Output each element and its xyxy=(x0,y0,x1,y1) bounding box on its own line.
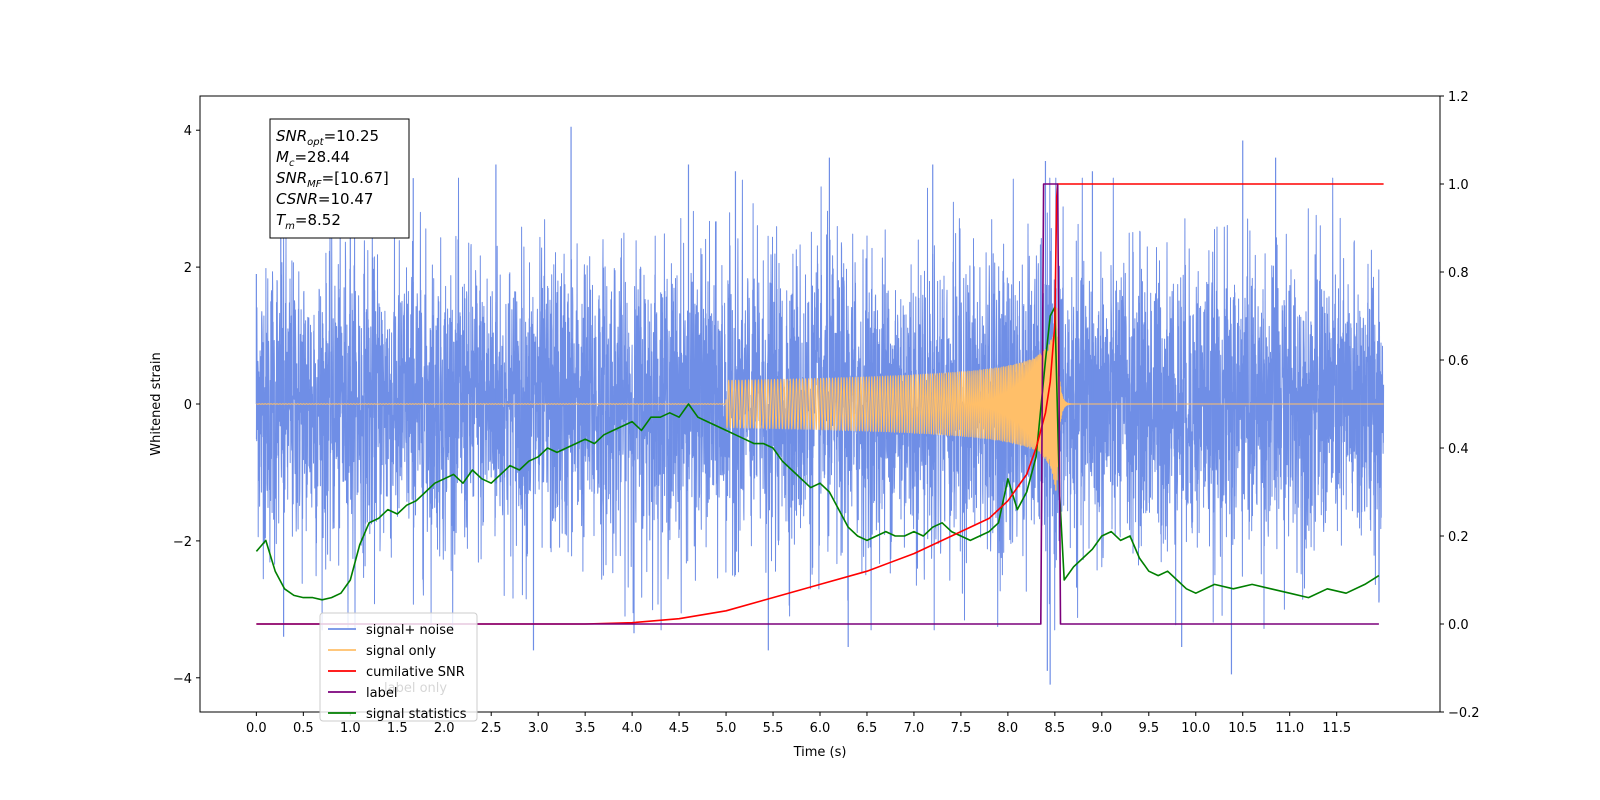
x-tick-label: 0.5 xyxy=(293,721,314,736)
y2-tick-label: 0.4 xyxy=(1448,442,1469,457)
line-signal-statistics xyxy=(255,306,1380,601)
series-signal-statistics xyxy=(255,306,1380,601)
x-tick-label: 1.0 xyxy=(340,721,361,736)
y-tick-label: 2 xyxy=(184,261,192,276)
x-tick-label: 7.5 xyxy=(951,721,972,736)
x-tick-label: 5.0 xyxy=(716,721,737,736)
x-axis-label: Time (s) xyxy=(793,745,847,760)
y-tick-label: −4 xyxy=(173,672,192,687)
y-tick-label: 4 xyxy=(184,124,192,139)
y-axis-label: Whitened strain xyxy=(149,352,164,455)
x-tick-label: 4.5 xyxy=(669,721,690,736)
line-label xyxy=(256,183,1379,625)
y-axis-left: 4 2 0 −2 −4 xyxy=(173,124,200,687)
x-tick-label: 8.5 xyxy=(1045,721,1066,736)
y2-tick-label: 1.2 xyxy=(1448,90,1469,105)
y2-tick-label: 0.2 xyxy=(1448,530,1469,545)
x-tick-label: 11.0 xyxy=(1275,721,1304,736)
legend: label only signal+ noise signal only cumil… xyxy=(319,612,478,722)
x-tick-label: 1.5 xyxy=(387,721,408,736)
x-tick-label: 2.5 xyxy=(481,721,502,736)
y-axis-right: 1.2 1.0 0.8 0.6 0.4 0.2 0.0 −0.2 xyxy=(1440,90,1480,721)
x-axis: 0.0 0.5 1.0 1.5 2.0 2.5 3.0 3.5 4.0 4.5 5.0 5.5 6.0 6… xyxy=(246,712,1351,736)
y-tick-label: 0 xyxy=(184,398,192,413)
x-tick-label: 3.0 xyxy=(528,721,549,736)
y2-tick-label: 0.6 xyxy=(1448,354,1469,369)
annotation-line: Mc=28.44 xyxy=(276,148,350,169)
annotation-line: SNRopt=10.25 xyxy=(276,127,379,148)
y2-tick-label: −0.2 xyxy=(1448,706,1480,721)
annotation-frame xyxy=(269,118,410,239)
annotation-line: CSNR=10.47 xyxy=(276,190,373,208)
series-signal-only xyxy=(256,307,1384,491)
stats-annotation-box: SNRopt=10.25Mc=28.44SNRMF=[10.67]CSNR=10… xyxy=(269,118,410,239)
legend-hidden-text: label only xyxy=(384,681,447,696)
legend-label: signal+ noise xyxy=(366,623,454,638)
x-tick-label: 2.0 xyxy=(434,721,455,736)
legend-label: label xyxy=(366,686,397,701)
x-tick-label: 4.0 xyxy=(622,721,643,736)
series-cumulative-snr xyxy=(256,183,1384,625)
plot-area xyxy=(255,126,1385,685)
legend-frame xyxy=(319,612,478,722)
legend-label: signal statistics xyxy=(366,707,467,722)
annotation-lines: SNRopt=10.25Mc=28.44SNRMF=[10.67]CSNR=10… xyxy=(276,127,389,232)
annotation-line: Tm=8.52 xyxy=(276,211,341,232)
x-tick-label: 9.0 xyxy=(1091,721,1112,736)
x-tick-label: 3.5 xyxy=(575,721,596,736)
x-tick-label: 9.5 xyxy=(1138,721,1159,736)
y-tick-label: −2 xyxy=(173,535,192,550)
x-tick-label: 0.0 xyxy=(246,721,267,736)
x-tick-label: 10.0 xyxy=(1181,721,1210,736)
noise-trace xyxy=(255,177,1385,631)
series-label xyxy=(256,183,1379,625)
x-tick-label: 6.5 xyxy=(857,721,878,736)
y2-tick-label: 0.0 xyxy=(1448,618,1469,633)
x-tick-label: 7.0 xyxy=(904,721,925,736)
y2-tick-label: 0.8 xyxy=(1448,266,1469,281)
x-tick-label: 6.0 xyxy=(810,721,831,736)
annotation-line: SNRMF=[10.67] xyxy=(276,169,389,190)
legend-label: cumilative SNR xyxy=(366,665,465,680)
x-tick-label: 10.5 xyxy=(1228,721,1257,736)
legend-label: signal only xyxy=(366,644,436,659)
y2-tick-label: 1.0 xyxy=(1448,178,1469,193)
x-tick-label: 5.5 xyxy=(763,721,784,736)
signal-trace xyxy=(256,307,1384,491)
x-tick-label: 11.5 xyxy=(1322,721,1351,736)
x-tick-label: 8.0 xyxy=(998,721,1019,736)
line-cumilative-snr xyxy=(256,183,1384,625)
